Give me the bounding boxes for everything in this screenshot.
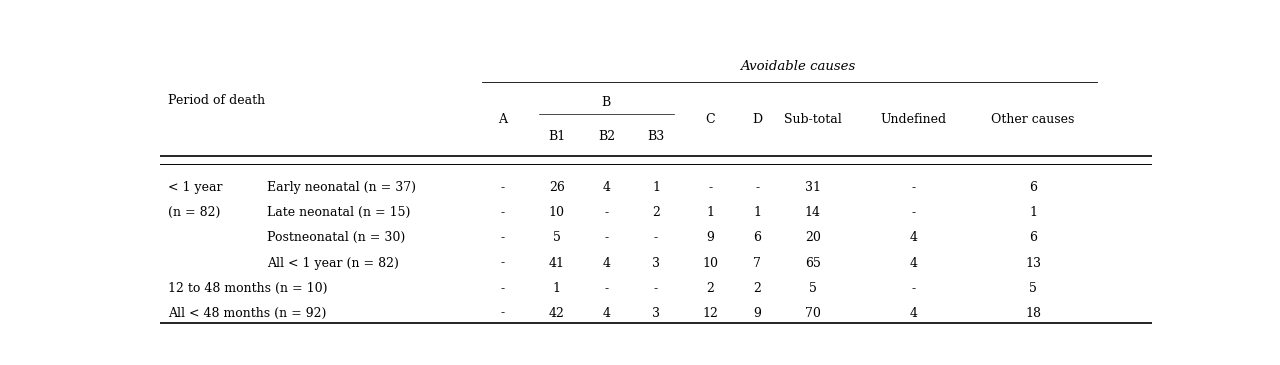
- Text: D: D: [753, 113, 763, 126]
- Text: 18: 18: [1025, 307, 1041, 319]
- Text: -: -: [911, 206, 916, 219]
- Text: Late neonatal (n = 15): Late neonatal (n = 15): [268, 206, 411, 219]
- Text: -: -: [604, 231, 608, 244]
- Text: -: -: [500, 231, 504, 244]
- Text: -: -: [604, 206, 608, 219]
- Text: Avoidable causes: Avoidable causes: [740, 60, 855, 73]
- Text: -: -: [604, 282, 608, 295]
- Text: 6: 6: [753, 231, 762, 244]
- Text: B1: B1: [548, 130, 566, 143]
- Text: 7: 7: [753, 257, 762, 269]
- Text: 1: 1: [553, 282, 561, 295]
- Text: 4: 4: [910, 257, 918, 269]
- Text: 31: 31: [805, 181, 820, 194]
- Text: 70: 70: [805, 307, 820, 319]
- Text: A: A: [498, 113, 507, 126]
- Text: 3: 3: [652, 307, 660, 319]
- Text: 9: 9: [707, 231, 714, 244]
- Text: 4: 4: [603, 257, 611, 269]
- Text: Sub-total: Sub-total: [783, 113, 842, 126]
- Text: Other causes: Other causes: [991, 113, 1075, 126]
- Text: B2: B2: [598, 130, 614, 143]
- Text: 3: 3: [652, 257, 660, 269]
- Text: 4: 4: [603, 181, 611, 194]
- Text: 10: 10: [549, 206, 564, 219]
- Text: -: -: [911, 181, 916, 194]
- Text: 20: 20: [805, 231, 820, 244]
- Text: 41: 41: [549, 257, 564, 269]
- Text: 4: 4: [603, 307, 611, 319]
- Text: -: -: [755, 181, 759, 194]
- Text: 1: 1: [753, 206, 762, 219]
- Text: 2: 2: [652, 206, 660, 219]
- Text: 1: 1: [1029, 206, 1037, 219]
- Text: 14: 14: [805, 206, 820, 219]
- Text: 2: 2: [753, 282, 762, 295]
- Text: 1: 1: [707, 206, 714, 219]
- Text: 6: 6: [1029, 181, 1037, 194]
- Text: 26: 26: [549, 181, 564, 194]
- Text: -: -: [500, 181, 504, 194]
- Text: -: -: [654, 231, 658, 244]
- Text: -: -: [709, 181, 713, 194]
- Text: 2: 2: [707, 282, 714, 295]
- Text: -: -: [500, 257, 504, 269]
- Text: 5: 5: [1029, 282, 1037, 295]
- Text: All < 48 months (n = 92): All < 48 months (n = 92): [168, 307, 326, 319]
- Text: 9: 9: [753, 307, 762, 319]
- Text: All < 1 year (n = 82): All < 1 year (n = 82): [268, 257, 399, 269]
- Text: Undefined: Undefined: [881, 113, 947, 126]
- Text: 5: 5: [553, 231, 561, 244]
- Text: 13: 13: [1025, 257, 1041, 269]
- Text: -: -: [911, 282, 916, 295]
- Text: 4: 4: [910, 231, 918, 244]
- Text: 12 to 48 months (n = 10): 12 to 48 months (n = 10): [168, 282, 328, 295]
- Text: 10: 10: [703, 257, 718, 269]
- Text: 12: 12: [703, 307, 718, 319]
- Text: 42: 42: [549, 307, 564, 319]
- Text: B3: B3: [648, 130, 664, 143]
- Text: 1: 1: [652, 181, 660, 194]
- Text: Early neonatal (n = 37): Early neonatal (n = 37): [268, 181, 416, 194]
- Text: 4: 4: [910, 307, 918, 319]
- Text: C: C: [705, 113, 716, 126]
- Text: -: -: [500, 307, 504, 319]
- Text: 6: 6: [1029, 231, 1037, 244]
- Text: Period of death: Period of death: [168, 93, 265, 107]
- Text: 5: 5: [809, 282, 817, 295]
- Text: < 1 year: < 1 year: [168, 181, 223, 194]
- Text: (n = 82): (n = 82): [168, 206, 220, 219]
- Text: Postneonatal (n = 30): Postneonatal (n = 30): [268, 231, 406, 244]
- Text: -: -: [500, 282, 504, 295]
- Text: -: -: [654, 282, 658, 295]
- Text: B: B: [602, 96, 611, 109]
- Text: -: -: [500, 206, 504, 219]
- Text: 65: 65: [805, 257, 820, 269]
